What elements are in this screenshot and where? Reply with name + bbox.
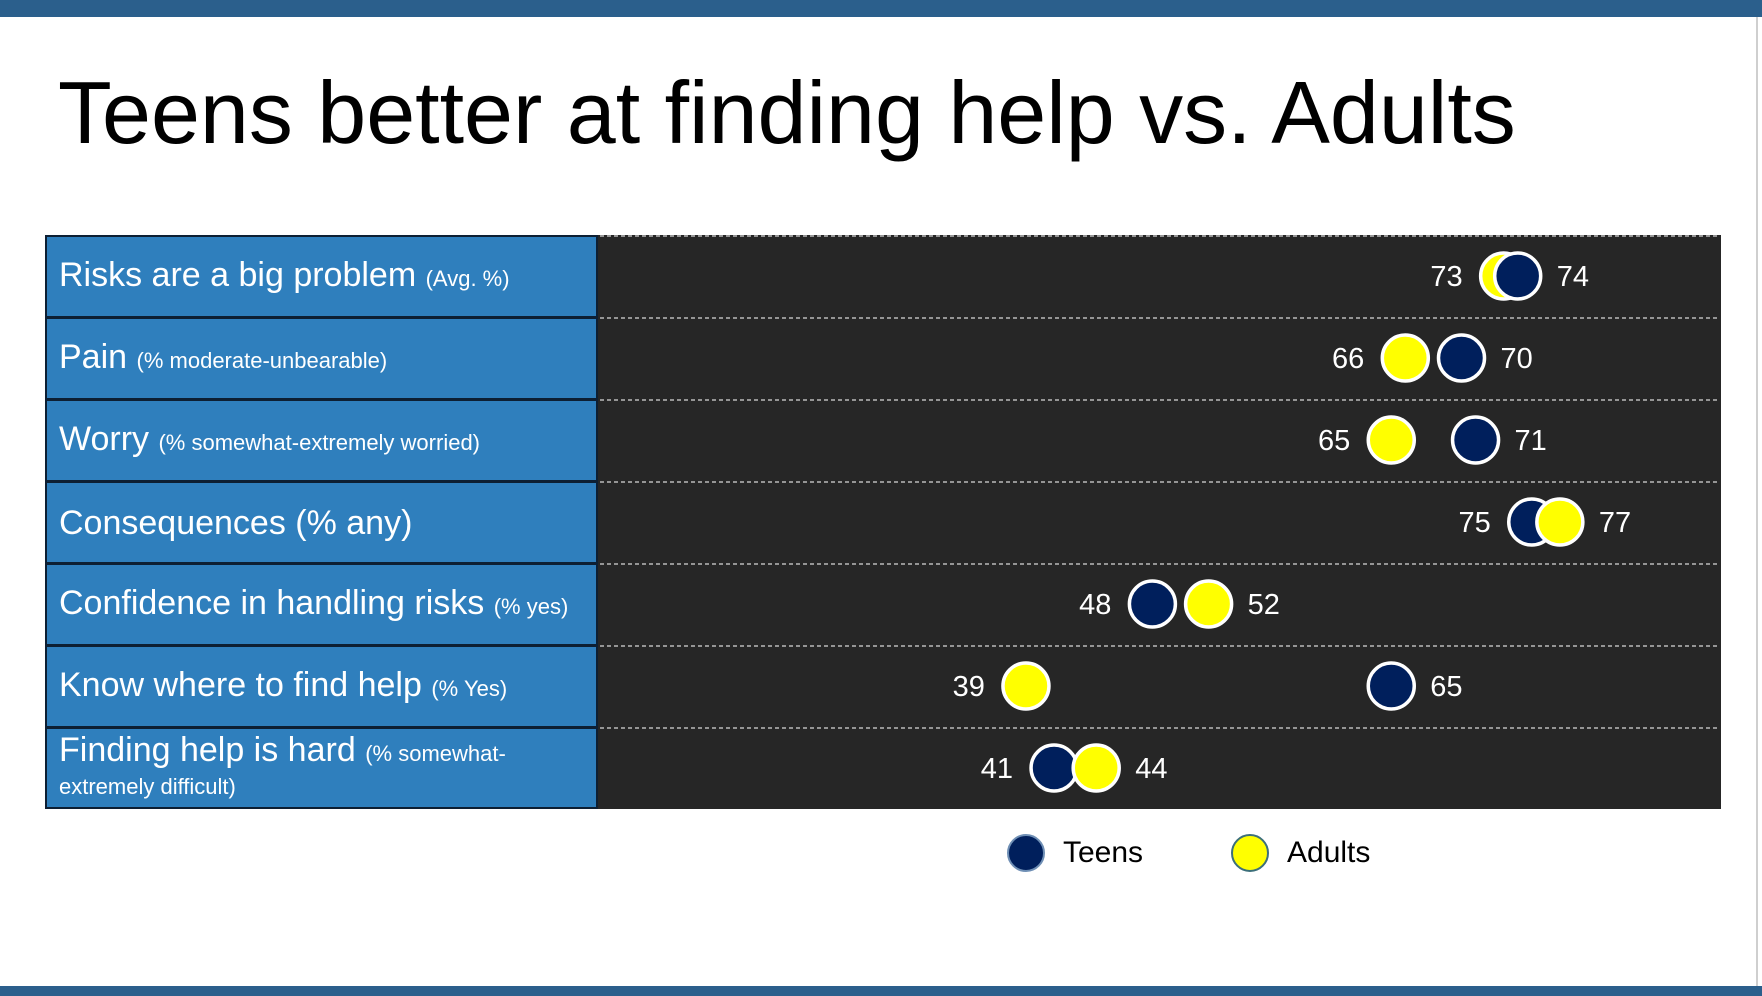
value-label-high: 44 — [1135, 753, 1167, 785]
category-label-row: Know where to find help (% Yes) — [45, 645, 598, 728]
slide-edge — [1756, 17, 1758, 986]
legend-item-adults: Adults — [1231, 834, 1370, 872]
category-label: Consequences (% any) — [59, 503, 413, 542]
dot-adults — [1071, 743, 1121, 793]
category-label-row: Risks are a big problem (Avg. %) — [45, 235, 598, 318]
category-label-text: Confidence in handling risks (% yes) — [59, 583, 569, 623]
category-label-text: Worry (% somewhat-extremely worried) — [59, 419, 481, 459]
value-label-low: 48 — [1079, 589, 1111, 621]
dot-teens — [1029, 743, 1079, 793]
category-label-text: Finding help is hard (% somewhat-extreme… — [59, 733, 596, 801]
category-note: (% Yes) — [431, 675, 508, 701]
category-label-text: Know where to find help (% Yes) — [59, 665, 508, 705]
dot-teens — [1436, 333, 1487, 383]
category-label-text: Pain (% moderate-unbearable) — [59, 337, 388, 377]
dot-teens — [1492, 251, 1543, 301]
value-label-high: 52 — [1248, 589, 1280, 621]
category-note: (% yes) — [493, 593, 569, 619]
value-label-low: 39 — [953, 671, 985, 703]
legend-dot-adults — [1231, 834, 1269, 872]
dot-adults — [1535, 497, 1585, 547]
category-note: (% somewhat-extremely worried) — [158, 429, 481, 455]
value-label-low: 65 — [1318, 425, 1350, 457]
category-label: Finding help is hard — [59, 731, 356, 769]
value-label-low: 75 — [1458, 507, 1490, 539]
category-label-row: Finding help is hard (% somewhat-extreme… — [45, 727, 598, 809]
dot-adults — [1183, 579, 1234, 629]
category-label: Pain — [59, 337, 128, 376]
dot-teens — [1450, 415, 1501, 465]
category-label: Know where to find help — [59, 665, 422, 704]
value-label-low: 73 — [1430, 261, 1462, 293]
slide-title: Teens better at finding help vs. Adults — [58, 63, 1516, 162]
dot-teens — [1127, 579, 1178, 629]
dot-adults — [1380, 333, 1431, 383]
value-label-high: 65 — [1430, 671, 1462, 703]
value-label-low: 41 — [981, 753, 1013, 785]
category-label-row: Pain (% moderate-unbearable) — [45, 317, 598, 400]
top-accent-bar — [0, 0, 1762, 17]
category-label: Worry — [59, 419, 150, 458]
legend-label-teens: Teens — [1063, 836, 1144, 869]
category-label: Confidence in handling risks — [59, 583, 485, 622]
value-label-high: 71 — [1515, 425, 1547, 457]
value-label-high: 74 — [1557, 261, 1589, 293]
category-note: (% somewhat-extremely difficult) — [59, 741, 506, 799]
legend-label-adults: Adults — [1287, 836, 1371, 869]
dot-adults — [1366, 415, 1416, 465]
category-label-row: Confidence in handling risks (% yes) — [45, 563, 598, 646]
category-label-text: Risks are a big problem (Avg. %) — [59, 255, 510, 295]
category-label-row: Consequences (% any) — [45, 481, 598, 564]
category-note: (% moderate-unbearable) — [136, 347, 388, 373]
dot-teens — [1366, 661, 1416, 711]
legend-dot-teens — [1007, 834, 1045, 872]
bottom-accent-bar — [0, 986, 1762, 996]
category-label: Risks are a big problem — [59, 255, 417, 294]
value-label-low: 66 — [1332, 343, 1364, 375]
category-label-row: Worry (% somewhat-extremely worried) — [45, 399, 598, 482]
category-note: (Avg. %) — [425, 265, 510, 291]
value-label-high: 70 — [1501, 343, 1533, 375]
legend-item-teens: Teens — [1007, 834, 1143, 872]
dot-adults — [1001, 661, 1051, 711]
value-label-high: 77 — [1599, 507, 1631, 539]
category-label-text: Consequences (% any) — [59, 503, 413, 542]
